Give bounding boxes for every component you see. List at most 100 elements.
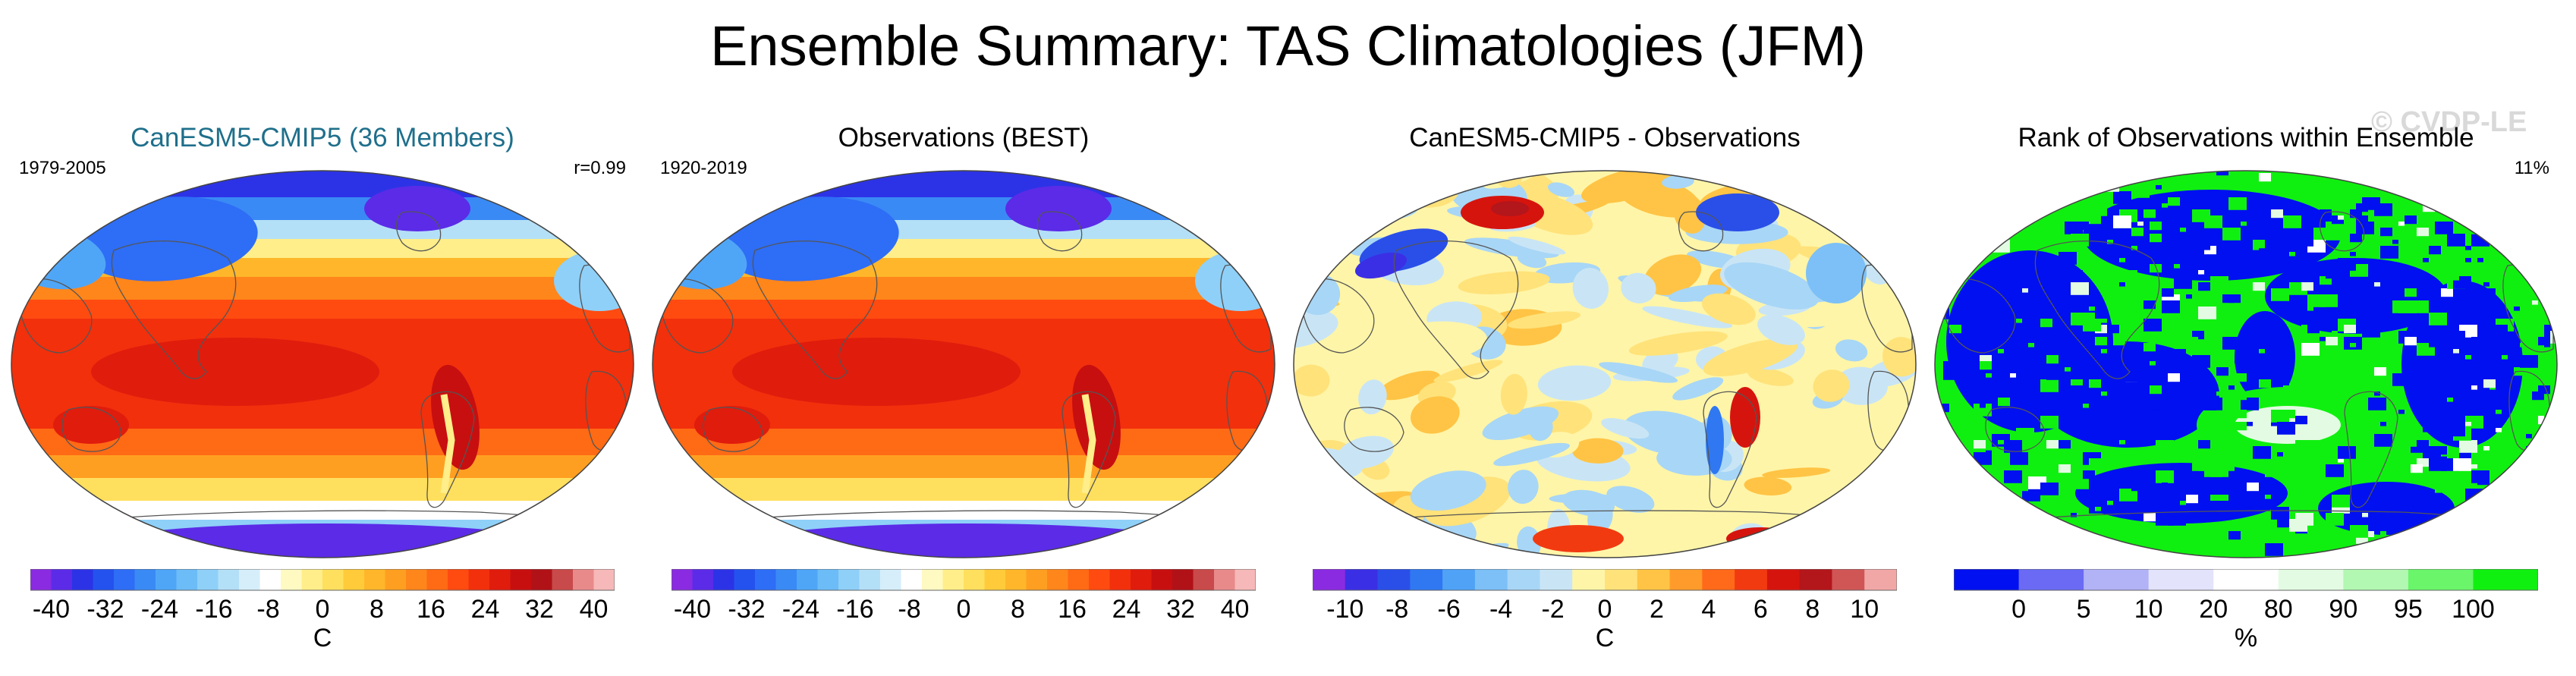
rank-grid-cell: [1955, 215, 1961, 220]
difference-patch: [1377, 370, 1440, 401]
difference-patch: [1813, 369, 1850, 402]
rank-grid-cell: [2247, 476, 2253, 481]
rank-grid-cell: [1937, 422, 1943, 426]
rank-grid-cell: [1974, 179, 1980, 184]
colorbar-swatch: [406, 569, 427, 590]
rank-grid-cell: [1955, 179, 1961, 184]
rank-grid-cell: [1974, 404, 1992, 417]
colorbar-tick-label: -16: [195, 595, 232, 622]
rank-grid-cell: [2089, 398, 2101, 407]
rank-grid-cell: [2259, 379, 2271, 388]
rank-grid-cell: [2216, 171, 2228, 176]
rank-grid-cell: [2550, 434, 2556, 439]
rank-grid-cell: [2398, 222, 2405, 226]
rank-grid-cell: [2162, 288, 2174, 297]
rank-grid-cell: [1998, 440, 2004, 445]
rank-grid-cell: [2089, 379, 2101, 388]
rank-grid-cell: [2295, 234, 2313, 247]
difference-patch: [1643, 254, 1702, 295]
colorbar-swatch: [1235, 569, 1256, 590]
rank-grid-cell: [2247, 337, 2259, 346]
rank-grid-cell: [2113, 337, 2125, 346]
coastline: [111, 241, 237, 379]
rank-grid-cell: [2162, 416, 2174, 425]
rank-grid-cell: [2326, 234, 2332, 238]
rank-grid-cell: [2526, 355, 2538, 364]
rank-grid-cell: [2077, 543, 2083, 548]
difference-patch: [1547, 182, 1575, 197]
rank-grid-cell: [2192, 331, 2204, 340]
world-map: [1293, 170, 1917, 558]
coastline: [2319, 211, 2365, 252]
rank-grid-cell: [2083, 470, 2095, 479]
rank-grid-cell: [2362, 507, 2368, 511]
rank-grid-cell: [1980, 355, 1992, 364]
difference-patch: [1572, 268, 1609, 309]
colorbar-swatch: [93, 569, 115, 590]
rank-grid-cell: [2089, 215, 2101, 225]
rank-grid-cell: [2156, 555, 2162, 558]
pattern-correlation: r=0.99: [574, 158, 626, 178]
rank-grid-cell: [2277, 452, 2283, 457]
rank-grid-cell: [2168, 367, 2174, 372]
rank-grid-cell: [2228, 531, 2241, 540]
rank-grid-cell: [2089, 167, 2095, 171]
rank-grid-cell: [2216, 452, 2228, 461]
rank-grid-cell: [2307, 325, 2320, 334]
colorbar-swatch: [156, 569, 177, 590]
rank-grid-cell: [2010, 416, 2016, 420]
colorbar-tick-label: 5: [2077, 595, 2091, 622]
difference-patch: [1835, 339, 1868, 362]
rank-grid-cell: [2508, 537, 2520, 546]
rank-grid-cell: [2514, 519, 2526, 528]
rank-grid-cell: [2222, 228, 2241, 241]
coastline: [2034, 241, 2160, 379]
rank-grid-cell: [1998, 398, 2010, 407]
coastline: [61, 407, 122, 452]
colorbar-tick-label: 24: [471, 595, 500, 622]
colorbar-tick-label: -8: [898, 595, 920, 622]
rank-grid-cell: [2556, 282, 2557, 287]
rank-grid-cell: [2374, 434, 2392, 447]
warm-region: [53, 406, 129, 444]
rank-grid-cell: [2144, 513, 2156, 522]
rank-grid-cell: [1935, 258, 1949, 271]
rank-grid-cell: [2471, 391, 2477, 396]
rank-grid-cell: [2174, 276, 2192, 289]
difference-patch: [1853, 171, 1916, 184]
temperature-band: [653, 171, 1275, 197]
difference-patch: [1642, 306, 1733, 329]
rank-grid-cell: [2301, 343, 2320, 356]
rank-grid-cell: [2180, 501, 2186, 505]
rank-grid-cell: [2077, 464, 2083, 469]
colorbar-tick-label: 20: [2199, 595, 2228, 622]
rank-grid-cell: [2198, 307, 2216, 319]
map-outline: [652, 170, 1275, 558]
difference-patch: [1673, 193, 1706, 234]
rank-grid-cell: [1980, 501, 1992, 510]
rank-grid-cell: [2338, 258, 2356, 271]
rank-grid-cell: [2040, 416, 2059, 429]
colorbar: 0 5 10 20 80 90 95 100: [1954, 569, 2538, 622]
rank-grid-cell: [2228, 385, 2235, 390]
rank-grid-cell: [2532, 440, 2544, 449]
rank-grid-cell: [2453, 428, 2465, 437]
rank-grid-cell: [2235, 391, 2247, 401]
rank-grid-cell: [2453, 276, 2459, 281]
temperature-band: [653, 197, 1275, 220]
colorbar-tick-label: -8: [1386, 595, 1408, 622]
rank-grid-cell: [2398, 410, 2405, 414]
andes-cold-streak: [1081, 394, 1096, 494]
rank-grid-cell: [2010, 373, 2016, 378]
rank-grid-cell: [2162, 300, 2180, 313]
colorbar: -40 -32 -24 -16 -8 0 8 16 24 32 40: [30, 569, 615, 622]
colorbar-swatch: [672, 569, 693, 590]
difference-patch: [1649, 517, 1694, 547]
rank-grid-cell: [2065, 270, 2083, 283]
rank-grid-cell: [2556, 325, 2557, 334]
rank-grid-cell: [2556, 282, 2557, 291]
rank-grid-cell: [2186, 252, 2198, 261]
colorbar-tick-label: 0: [316, 595, 330, 622]
rank-grid-cell: [2477, 288, 2496, 301]
rank-grid-cell: [1998, 288, 2016, 301]
